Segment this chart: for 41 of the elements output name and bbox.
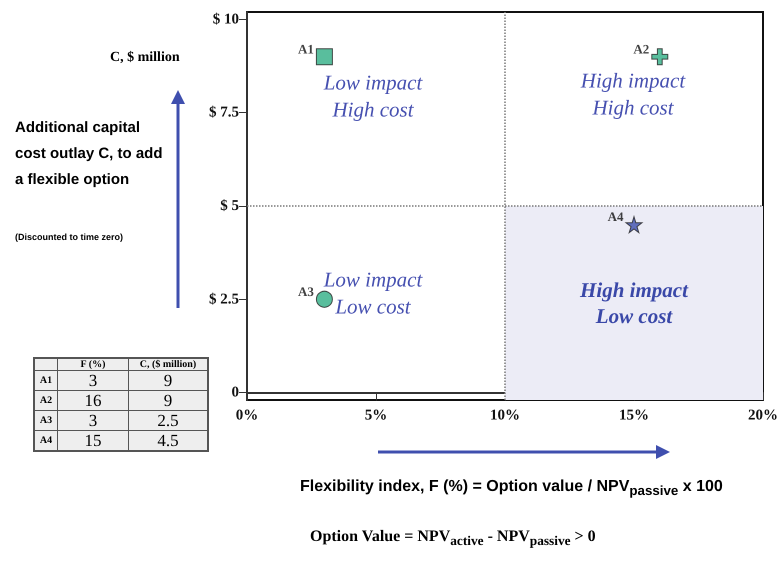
series-label: A2 (633, 41, 650, 56)
y-tick-label: $ 2.5 (209, 291, 239, 308)
x-axis-title: Flexibility index, F (%) = Option value / NPV$_{passive}$ x 100 (300, 478, 723, 498)
point (651, 48, 668, 66)
annotation: High impact High cost (580, 68, 686, 120)
data-label: 4.5 (128, 430, 208, 451)
data-label: 9 (128, 390, 208, 410)
data-label: 2.5 (128, 410, 208, 430)
x-tick-label: 20% (748, 408, 778, 424)
series-label: A1 (298, 41, 314, 56)
legend-label: F (%) (58, 358, 128, 370)
y-tick-label: $ 5 (220, 198, 239, 214)
y-tick-label: 0 (232, 384, 239, 401)
series-label: A4 (608, 209, 624, 224)
y-tick-label: $ 10 (212, 11, 239, 28)
x-tick-label: 15% (619, 408, 649, 424)
data-label: 3 (58, 410, 128, 430)
x-tick-label: 5% (364, 408, 388, 424)
text: (Discounted to time zero) (15, 232, 124, 242)
text: Additional capital cost outlay C, to add a flexible option (15, 118, 164, 190)
point (316, 48, 333, 66)
annotation: Low impact Low cost (322, 268, 424, 318)
category-label: A4 (34, 430, 58, 451)
series-label: A3 (298, 284, 314, 299)
annotation: Low impact High cost (322, 70, 424, 122)
text: Option Value = NPV$_{active}$ - NPV$_{passive}$ > 0 (310, 528, 596, 550)
data-label: 15 (58, 430, 128, 451)
point (626, 216, 642, 234)
category-label: A2 (34, 390, 58, 410)
y-axis-title: C, $ million (110, 50, 180, 66)
category-label: A1 (34, 370, 58, 390)
data-label: 9 (128, 370, 208, 390)
band-label: High impact Low cost (579, 278, 690, 328)
data-label: 3 (58, 370, 128, 390)
data-label: 16 (58, 390, 128, 410)
point (316, 290, 333, 308)
x-tick-label: 0% (236, 408, 258, 424)
category-label: A3 (34, 410, 58, 430)
x-tick-label: 10% (490, 408, 520, 424)
y-tick-label: $ 7.5 (209, 104, 239, 121)
text: C, ($ million) (128, 358, 208, 370)
